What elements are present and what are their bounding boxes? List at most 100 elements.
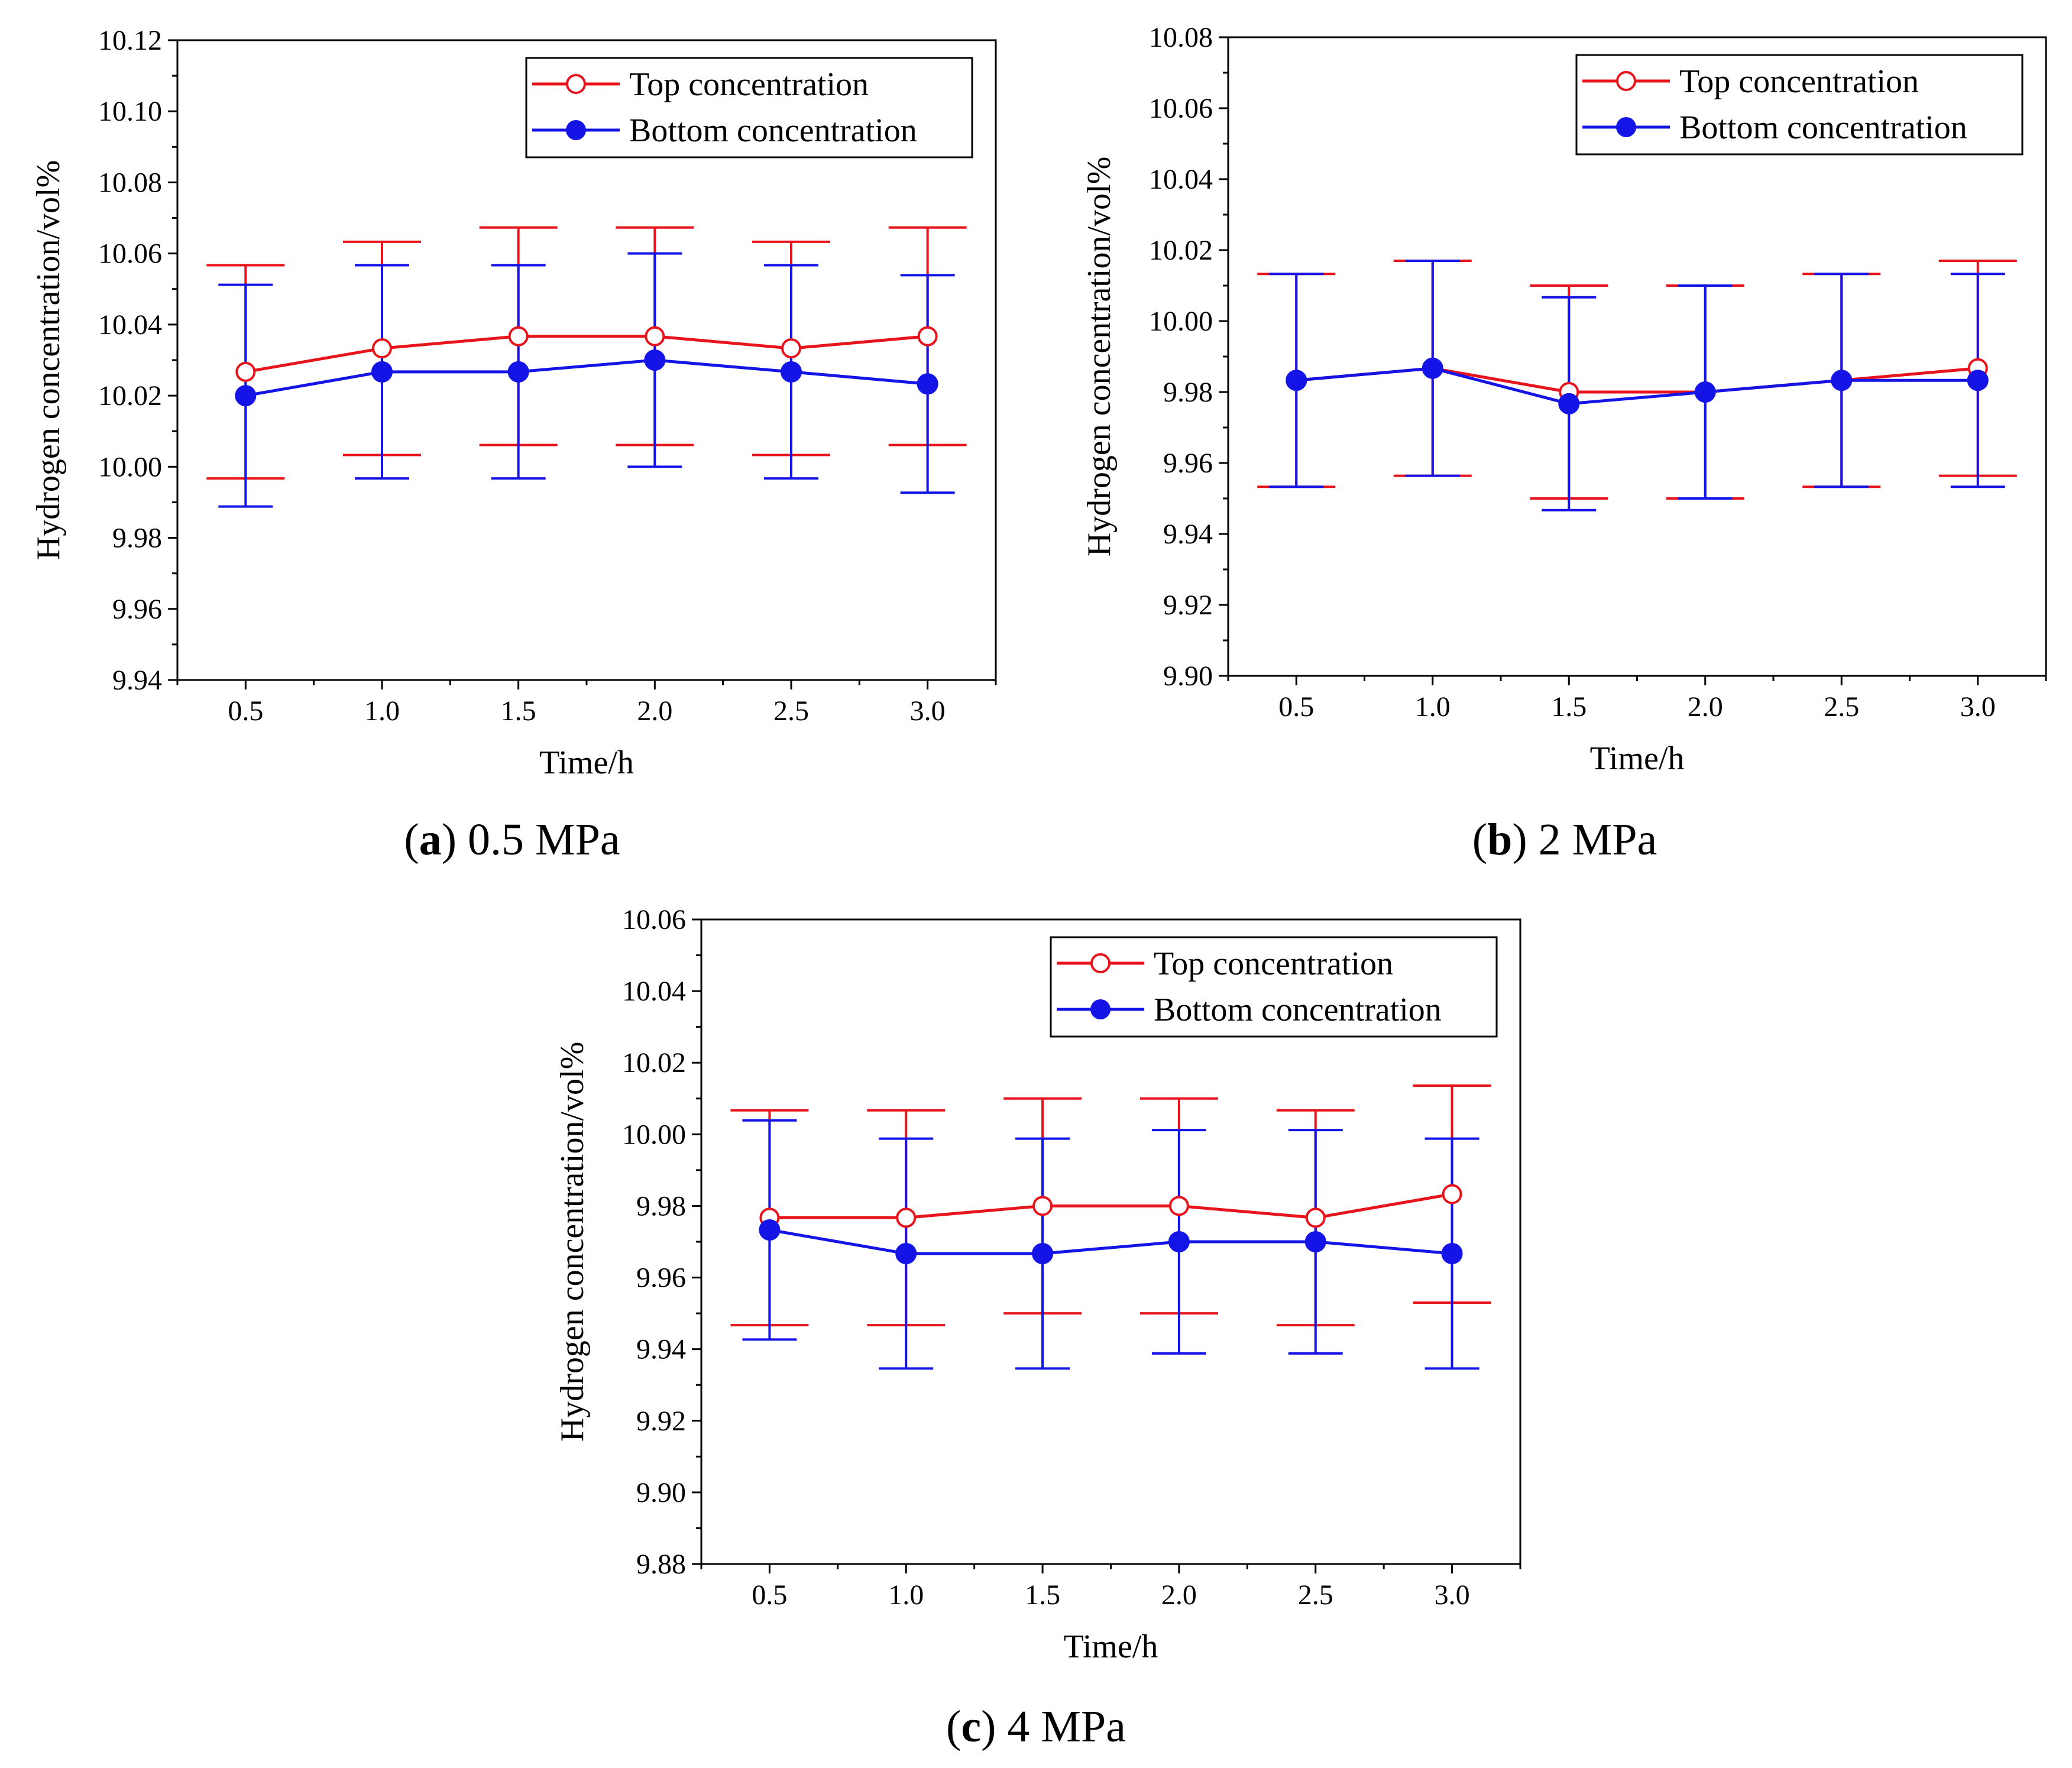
- y-axis-label-b: Hydrogen concentration/vol%: [1081, 157, 1118, 556]
- y-tick-label-c: 9.92: [636, 1406, 686, 1437]
- data-point-top-c: [896, 1207, 917, 1228]
- y-tick-label-c: 10.04: [622, 976, 686, 1007]
- y-tick-label-a: 10.08: [98, 167, 162, 198]
- data-point-top-a: [781, 338, 801, 359]
- series-line-bottom-b: [1296, 367, 1978, 406]
- y-tick-label-c: 10.02: [622, 1047, 686, 1079]
- data-point-top-a: [372, 338, 392, 359]
- x-axis-label-a: Time/h: [539, 744, 634, 781]
- x-tick-label-b: 2.5: [1824, 691, 1859, 723]
- legend-label-bottom-b: Bottom concentration: [1679, 109, 1967, 146]
- series-line-top-a: [245, 335, 928, 374]
- x-tick-label-b: 1.5: [1551, 691, 1587, 723]
- legend-box-b: [1575, 54, 2024, 156]
- x-tick-label-b: 1.0: [1415, 691, 1451, 723]
- data-point-bottom-b: [1967, 370, 1989, 391]
- data-point-bottom-b: [1286, 370, 1307, 391]
- x-tick-label-c: 1.0: [888, 1579, 924, 1611]
- chart-a: 9.94 9.96 9.98 10.00 10.02 10.04 10.06 10.08 10.…: [30, 25, 997, 781]
- y-tick-label-b: 10.00: [1149, 306, 1213, 337]
- x-tick-label-a: 1.5: [501, 695, 536, 727]
- data-point-bottom-b: [1558, 393, 1580, 415]
- data-point-top-a: [508, 326, 529, 347]
- data-point-bottom-a: [371, 361, 393, 383]
- caption-a-text: 0.5 MPa: [468, 815, 620, 864]
- x-tick-label-c: 2.5: [1298, 1579, 1333, 1611]
- caption-b-text: 2 MPa: [1539, 815, 1657, 864]
- data-point-bottom-a: [917, 373, 938, 395]
- y-tick-label-b: 10.06: [1149, 93, 1213, 124]
- data-point-top-a: [645, 326, 665, 347]
- chart-c: 9.88 9.90 9.92 9.94 9.96 9.98 10.00 10.02 10.04 1…: [554, 904, 1521, 1665]
- legend-label-bottom-a: Bottom concentration: [629, 112, 917, 149]
- caption-c-text: 4 MPa: [1007, 1702, 1126, 1751]
- x-tick-label-b: 0.5: [1278, 691, 1314, 723]
- data-point-bottom-c: [895, 1242, 917, 1264]
- x-tick-label-c: 3.0: [1435, 1579, 1470, 1611]
- data-point-bottom-b: [1831, 370, 1853, 391]
- y-tick-label-b: 10.02: [1149, 235, 1213, 266]
- y-tick-label-c: 9.96: [636, 1262, 686, 1294]
- y-tick-label-b: 9.98: [1163, 377, 1213, 408]
- series-line-top-c: [769, 1192, 1453, 1219]
- x-tick-label-a: 3.0: [910, 695, 946, 727]
- y-tick-label-a: 10.10: [98, 96, 162, 127]
- legend-box-c: [1050, 936, 1498, 1038]
- legend-marker-top-c: [1090, 953, 1111, 973]
- caption-b-letter: b: [1487, 815, 1512, 864]
- y-tick-label-c: 9.94: [636, 1334, 686, 1365]
- data-point-top-c: [1442, 1184, 1462, 1204]
- legend-marker-bottom-c: [1090, 999, 1111, 1019]
- data-point-top-a: [235, 361, 256, 382]
- y-tick-label-b: 10.08: [1149, 22, 1213, 53]
- y-tick-label-a: 10.04: [98, 309, 162, 341]
- y-tick-label-a: 10.06: [98, 238, 162, 270]
- data-point-bottom-b: [1694, 381, 1716, 403]
- caption-c-letter: c: [961, 1702, 981, 1751]
- data-point-bottom-b: [1422, 357, 1443, 379]
- data-point-bottom-c: [759, 1219, 781, 1241]
- x-tick-label-c: 2.0: [1161, 1579, 1197, 1611]
- x-tick-label-c: 1.5: [1025, 1579, 1060, 1611]
- y-tick-label-a: 9.94: [112, 665, 162, 696]
- y-axis-label-a: Hydrogen concentration/vol%: [30, 160, 67, 560]
- legend-label-top-b: Top concentration: [1679, 63, 1919, 100]
- legend-label-bottom-c: Bottom concentration: [1154, 992, 1442, 1028]
- data-point-bottom-c: [1304, 1231, 1326, 1252]
- legend-box-a: [525, 57, 973, 158]
- series-line-bottom-a: [245, 358, 928, 397]
- caption-c: (c) 4 MPa: [946, 1702, 1126, 1751]
- y-tick-label-b: 9.94: [1163, 519, 1213, 550]
- y-tick-label-a: 9.98: [112, 523, 162, 554]
- y-tick-label-c: 9.98: [636, 1190, 686, 1222]
- legend-label-top-c: Top concentration: [1154, 945, 1393, 982]
- data-point-top-c: [1305, 1207, 1326, 1228]
- legend-marker-bottom-b: [1616, 117, 1636, 137]
- data-point-bottom-a: [235, 385, 257, 407]
- chart-b: 9.90 9.92 9.94 9.96 9.98 10.00 10.02 10.04 10.06…: [1081, 22, 2047, 777]
- y-tick-label-b: 10.04: [1149, 164, 1213, 195]
- data-point-bottom-c: [1032, 1242, 1054, 1264]
- caption-a-letter: a: [419, 815, 442, 864]
- legend-label-top-a: Top concentration: [629, 66, 869, 103]
- legend-marker-bottom-a: [566, 120, 586, 140]
- y-tick-label-b: 9.96: [1163, 448, 1213, 479]
- data-point-bottom-c: [1441, 1242, 1463, 1264]
- y-tick-label-c: 10.06: [622, 904, 686, 935]
- data-point-top-c: [1168, 1196, 1189, 1216]
- x-tick-label-c: 0.5: [752, 1579, 787, 1611]
- x-axis-label-c: Time/h: [1064, 1628, 1158, 1665]
- y-tick-label-a: 9.96: [112, 594, 162, 625]
- data-point-bottom-a: [781, 361, 802, 383]
- x-tick-label-b: 2.0: [1688, 691, 1723, 723]
- caption-b: (b) 2 MPa: [1472, 815, 1657, 864]
- series-line-bottom-c: [769, 1228, 1452, 1255]
- x-tick-label-a: 2.0: [637, 695, 672, 727]
- y-tick-label-a: 10.02: [98, 380, 162, 412]
- data-point-bottom-a: [507, 361, 529, 383]
- data-point-bottom-c: [1168, 1231, 1190, 1252]
- y-tick-label-b: 9.92: [1163, 590, 1213, 621]
- y-tick-label-b: 9.90: [1163, 660, 1213, 692]
